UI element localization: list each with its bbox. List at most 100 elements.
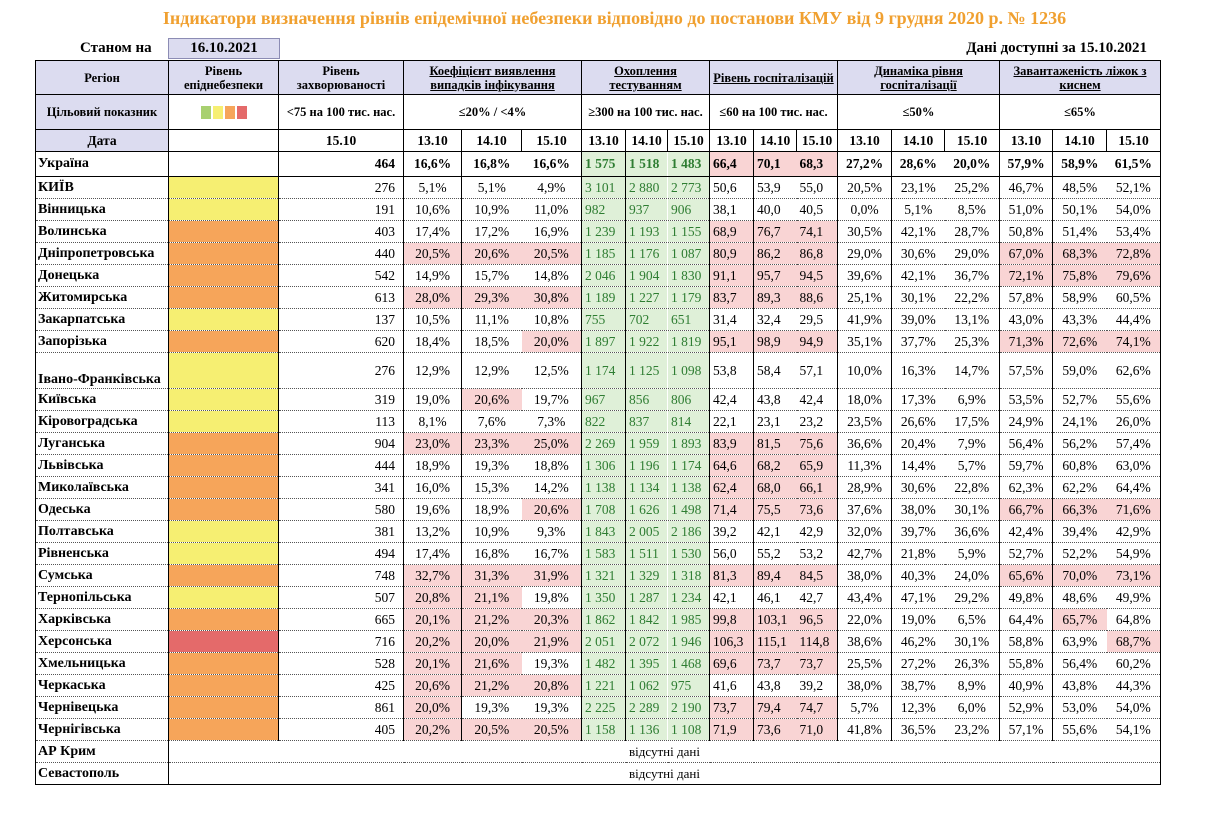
header-testing: Охоплення тестуванням <box>581 60 710 95</box>
incidence-value: 542 <box>278 264 404 287</box>
beds-value: 68,3% <box>1052 242 1107 265</box>
beds-value: 64,4% <box>999 608 1053 631</box>
testing-value: 1 196 <box>625 454 668 477</box>
date-header-beds: 14.10 <box>1052 129 1107 152</box>
testing-value: 906 <box>667 198 710 221</box>
table-row: Чернігівська 405 20,2% 20,5% 20,5% 1 158 1 136… <box>35 718 1161 741</box>
target-hosp: ≤60 на 100 тис. нас. <box>709 94 838 130</box>
hosp-value: 81,3 <box>709 564 754 587</box>
hosp-value: 58,4 <box>753 352 797 389</box>
hosp-value: 23,2 <box>796 410 838 433</box>
detection-value: 20,5% <box>461 718 522 741</box>
region-name: Вінницька <box>35 198 169 221</box>
testing-value: 3 101 <box>581 176 626 199</box>
detection-value: 10,6% <box>403 198 462 221</box>
incidence-value: 276 <box>278 352 404 389</box>
incidence-value: 405 <box>278 718 404 741</box>
detection-value: 20,0% <box>461 630 522 653</box>
detection-value: 16,8% <box>461 542 522 565</box>
hosp-dyn-value: 39,0% <box>891 308 945 331</box>
detection-value: 20,6% <box>461 242 522 265</box>
detection-value: 20,6% <box>403 674 462 697</box>
beds-value: 60,2% <box>1106 652 1161 675</box>
region-name: Запорізька <box>35 330 169 353</box>
testing-value: 651 <box>667 308 710 331</box>
testing-value: 1 843 <box>581 520 626 543</box>
detection-value: 7,6% <box>461 410 522 433</box>
hosp-dyn-value: 36,7% <box>944 264 1000 287</box>
date-header-det: 14.10 <box>461 129 522 152</box>
level-cell <box>168 630 279 653</box>
hosp-dyn-value: 30,6% <box>891 242 945 265</box>
testing-value: 1 138 <box>581 476 626 499</box>
testing-value: 1 395 <box>625 652 668 675</box>
detection-value: 20,2% <box>403 718 462 741</box>
region-name: Тернопільська <box>35 586 169 609</box>
table-row: Черкаська 425 20,6% 21,2% 20,8% 1 221 1 062 975… <box>35 674 1161 697</box>
testing-value: 1 108 <box>667 718 710 741</box>
hosp-dyn-value: 20,0% <box>944 151 1000 177</box>
region-name: Україна <box>35 151 169 177</box>
detection-value: 19,8% <box>521 586 582 609</box>
testing-value: 982 <box>581 198 626 221</box>
header-detection: Коефіцієнт виявлення випадків інфікуванн… <box>403 60 582 95</box>
as-of-date: 16.10.2021 <box>168 38 280 59</box>
hosp-value: 71,4 <box>709 498 754 521</box>
region-name: Сумська <box>35 564 169 587</box>
hosp-value: 42,4 <box>796 388 838 411</box>
level-cell <box>168 674 279 697</box>
beds-value: 56,4% <box>999 432 1053 455</box>
hosp-value: 73,6 <box>796 498 838 521</box>
hosp-dyn-value: 20,5% <box>837 176 892 199</box>
beds-value: 64,8% <box>1106 608 1161 631</box>
header-level: Рівень епіднебезпеки <box>168 60 279 95</box>
region-name: Рівненська <box>35 542 169 565</box>
testing-value: 1 583 <box>581 542 626 565</box>
hosp-dyn-value: 17,3% <box>891 388 945 411</box>
header-hosp: Рівень госпіталізацій <box>709 60 838 95</box>
table-row: Херсонська 716 20,2% 20,0% 21,9% 2 051 2 072 1 … <box>35 630 1161 653</box>
hosp-dyn-value: 26,6% <box>891 410 945 433</box>
hosp-value: 65,9 <box>796 454 838 477</box>
detection-value: 20,3% <box>521 608 582 631</box>
hosp-dyn-value: 5,1% <box>891 198 945 221</box>
testing-value: 1 227 <box>625 286 668 309</box>
detection-value: 18,9% <box>461 498 522 521</box>
level-cell <box>168 176 279 199</box>
hosp-dyn-value: 23,1% <box>891 176 945 199</box>
testing-value: 2 005 <box>625 520 668 543</box>
testing-value: 1 830 <box>667 264 710 287</box>
beds-value: 70,0% <box>1052 564 1107 587</box>
region-name: Львівська <box>35 454 169 477</box>
hosp-dyn-value: 36,6% <box>837 432 892 455</box>
header-row: Регіон Рівень епіднебезпеки Рівень захво… <box>35 60 1161 95</box>
hosp-dyn-value: 30,1% <box>891 286 945 309</box>
hosp-value: 83,7 <box>709 286 754 309</box>
testing-value: 2 046 <box>581 264 626 287</box>
hosp-value: 83,9 <box>709 432 754 455</box>
target-testing: ≥300 на 100 тис. нас. <box>581 94 710 130</box>
level-cell <box>168 696 279 719</box>
detection-value: 19,3% <box>461 454 522 477</box>
beds-value: 63,0% <box>1106 454 1161 477</box>
table-row: Миколаївська 341 16,0% 15,3% 14,2% 1 138 1 134… <box>35 476 1161 499</box>
beds-value: 68,7% <box>1106 630 1161 653</box>
testing-value: 1 062 <box>625 674 668 697</box>
hosp-value: 80,9 <box>709 242 754 265</box>
incidence-value: 904 <box>278 432 404 455</box>
level-cell <box>168 498 279 521</box>
testing-value: 1 176 <box>625 242 668 265</box>
beds-value: 60,8% <box>1052 454 1107 477</box>
indicators-table: Регіон Рівень епіднебезпеки Рівень захво… <box>35 60 1161 785</box>
level-cell <box>168 286 279 309</box>
beds-value: 48,6% <box>1052 586 1107 609</box>
hosp-value: 68,9 <box>709 220 754 243</box>
region-name: Луганська <box>35 432 169 455</box>
hosp-value: 53,8 <box>709 352 754 389</box>
level-cell <box>168 608 279 631</box>
hosp-dyn-value: 43,4% <box>837 586 892 609</box>
detection-value: 16,0% <box>403 476 462 499</box>
detection-value: 19,0% <box>403 388 462 411</box>
beds-value: 64,4% <box>1106 476 1161 499</box>
hosp-dyn-value: 41,8% <box>837 718 892 741</box>
